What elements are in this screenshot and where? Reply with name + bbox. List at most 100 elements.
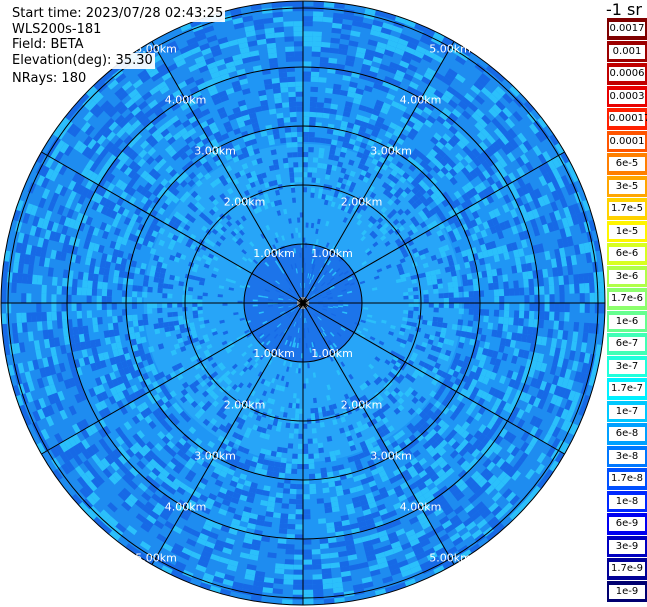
beta-cell xyxy=(463,463,474,474)
beta-cell xyxy=(107,502,118,513)
beta-cell xyxy=(128,187,137,197)
beta-cell xyxy=(326,394,331,401)
beta-cell xyxy=(519,391,527,402)
beta-cell xyxy=(509,509,521,521)
beta-cell xyxy=(225,489,235,497)
beta-cell xyxy=(273,200,279,207)
beta-cell xyxy=(415,551,427,561)
beta-cell xyxy=(218,174,226,182)
beta-cell xyxy=(230,447,238,455)
beta-cell xyxy=(387,198,394,206)
beta-cell xyxy=(338,305,344,308)
beta-cell xyxy=(167,303,173,308)
beta-cell xyxy=(455,152,464,162)
beta-cell xyxy=(330,144,337,151)
beta-cell xyxy=(129,445,139,455)
beta-cell xyxy=(23,254,31,265)
beta-cell xyxy=(554,303,560,312)
beta-cell xyxy=(351,20,363,28)
beta-cell xyxy=(340,416,346,423)
beta-cell xyxy=(199,582,212,591)
beta-cell xyxy=(442,154,452,164)
beta-cell xyxy=(338,550,348,558)
beta-cell xyxy=(293,574,303,580)
beta-cell xyxy=(149,270,156,277)
beta-cell xyxy=(309,483,316,490)
beta-cell xyxy=(435,346,442,353)
beta-cell xyxy=(540,336,548,346)
beta-cell xyxy=(358,494,367,502)
beta-cell xyxy=(363,149,371,156)
beta-cell xyxy=(272,87,281,94)
beta-cell xyxy=(339,427,345,434)
beta-cell xyxy=(508,288,515,296)
beta-cell xyxy=(431,157,440,166)
beta-cell xyxy=(294,51,303,57)
beta-cell xyxy=(170,457,179,466)
beta-cell xyxy=(297,136,303,142)
beta-cell xyxy=(361,504,370,511)
beta-cell xyxy=(560,152,570,164)
beta-cell xyxy=(289,172,295,178)
beta-cell xyxy=(76,184,86,195)
beta-cell xyxy=(390,541,401,549)
beta-cell xyxy=(180,346,187,352)
beta-cell xyxy=(161,494,171,504)
beta-cell xyxy=(244,140,252,147)
beta-cell xyxy=(140,170,149,179)
beta-cell xyxy=(165,432,174,441)
beta-cell xyxy=(264,345,269,351)
beta-cell xyxy=(177,214,185,222)
beta-cell xyxy=(241,249,247,255)
beta-cell xyxy=(280,311,285,314)
beta-cell xyxy=(551,168,561,180)
beta-cell xyxy=(454,233,462,241)
beta-cell xyxy=(555,257,563,268)
beta-cell xyxy=(180,396,188,404)
beta-cell xyxy=(511,225,519,235)
beta-cell xyxy=(333,155,340,162)
beta-cell xyxy=(234,386,241,393)
beta-cell xyxy=(223,494,233,502)
beta-cell xyxy=(254,106,263,113)
beta-cell xyxy=(537,371,545,381)
beta-cell xyxy=(418,457,427,466)
beta-cell xyxy=(214,225,221,232)
beta-cell xyxy=(272,471,280,478)
beta-cell xyxy=(373,445,381,453)
beta-cell xyxy=(513,287,520,296)
beta-cell xyxy=(411,372,419,379)
beta-cell xyxy=(471,386,480,396)
colorbar-tick-label: 3e-6 xyxy=(609,269,645,284)
beta-cell xyxy=(467,151,477,161)
beta-cell xyxy=(517,349,525,358)
beta-cell xyxy=(444,434,453,443)
beta-cell xyxy=(241,414,248,421)
beta-cell xyxy=(219,319,225,324)
beta-cell xyxy=(459,367,467,375)
beta-cell xyxy=(414,23,426,32)
beta-cell xyxy=(413,50,425,59)
colorbar-tick-label: 0.00017 xyxy=(609,112,647,126)
beta-cell xyxy=(502,274,509,282)
beta-cell xyxy=(125,125,136,136)
beta-cell xyxy=(96,134,107,145)
beta-cell xyxy=(311,428,317,434)
beta-cell xyxy=(538,164,548,176)
beta-cell xyxy=(336,182,342,189)
beta-cell xyxy=(153,520,165,530)
beta-cell xyxy=(360,169,367,177)
beta-cell xyxy=(297,327,300,333)
beta-cell xyxy=(110,461,120,472)
beta-cell xyxy=(396,358,404,365)
beta-cell xyxy=(422,319,428,325)
beta-cell xyxy=(311,66,320,72)
beta-cell xyxy=(525,468,536,480)
beta-cell xyxy=(112,316,118,323)
beta-cell xyxy=(491,141,502,152)
beta-cell xyxy=(124,497,135,508)
beta-cell xyxy=(86,149,96,160)
beta-cell xyxy=(551,437,561,449)
beta-cell xyxy=(443,292,449,299)
beta-cell xyxy=(217,491,226,499)
